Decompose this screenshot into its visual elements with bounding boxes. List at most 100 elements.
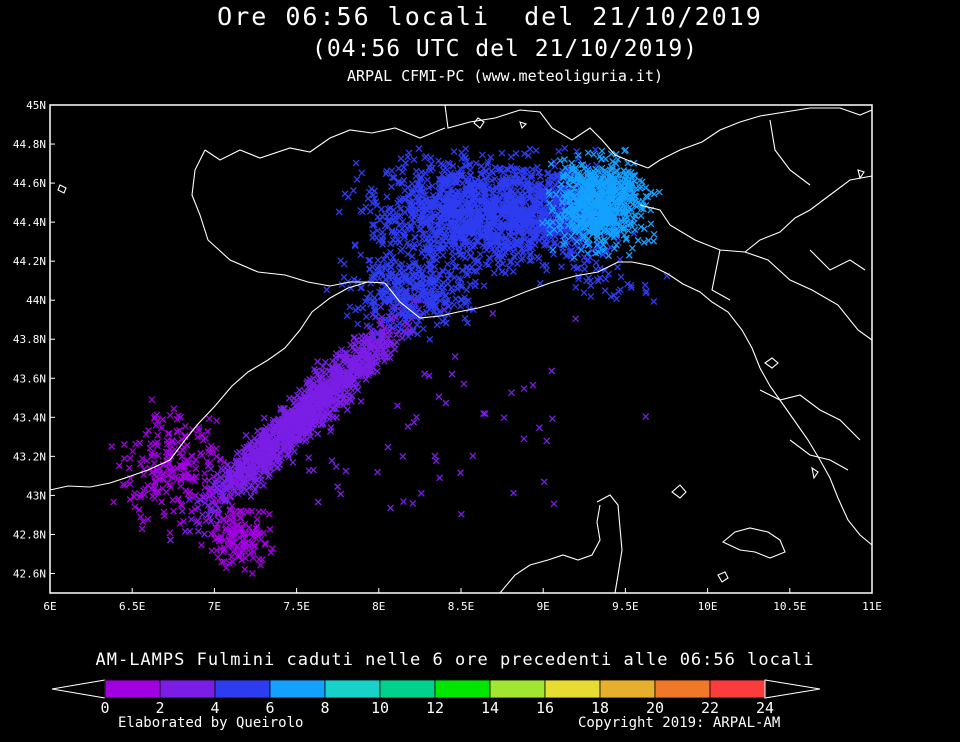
- strike-marker: [189, 476, 197, 484]
- lon-tick-label: 8.5E: [448, 600, 475, 613]
- strike-marker: [617, 273, 625, 281]
- strike-marker: [572, 315, 580, 323]
- strike-marker: [202, 517, 210, 525]
- legend-tick-label: 0: [100, 699, 109, 717]
- strike-marker: [386, 327, 394, 335]
- strike-marker: [345, 380, 353, 388]
- strike-marker: [343, 312, 351, 320]
- strike-marker: [587, 282, 595, 290]
- strike-marker: [244, 507, 252, 515]
- strike-marker: [437, 160, 445, 168]
- strike-marker: [152, 422, 160, 429]
- strike-marker: [642, 413, 650, 421]
- strike-marker: [316, 413, 324, 421]
- strike-marker: [233, 543, 241, 551]
- strike-marker: [601, 287, 609, 295]
- strike-marker: [228, 502, 236, 510]
- strike-marker: [469, 452, 477, 460]
- strike-marker: [137, 460, 145, 468]
- strike-marker: [489, 309, 497, 317]
- strike-marker: [309, 382, 317, 389]
- strike-marker: [259, 443, 267, 451]
- strike-marker: [560, 156, 568, 163]
- lon-tick-label: 11E: [862, 600, 882, 613]
- strike-marker: [154, 417, 161, 425]
- strike-marker: [229, 558, 237, 566]
- strike-marker: [533, 163, 541, 171]
- strike-marker: [561, 144, 569, 152]
- strike-marker: [151, 477, 159, 485]
- legend-tick-label: 14: [481, 699, 499, 717]
- strike-marker: [241, 459, 249, 467]
- title-utc-time: (04:56 UTC del 21/10/2019): [311, 36, 699, 62]
- strike-marker: [180, 473, 188, 481]
- strike-marker: [507, 153, 515, 161]
- strike-marker: [386, 204, 394, 212]
- strike-marker: [130, 493, 138, 501]
- strike-marker: [317, 421, 325, 429]
- lat-tick-label: 42.8N: [13, 528, 46, 541]
- strike-marker: [598, 147, 606, 155]
- strike-marker: [253, 515, 261, 523]
- strike-marker: [512, 149, 520, 157]
- strike-marker: [418, 235, 426, 243]
- strike-marker: [201, 469, 209, 477]
- strike-marker: [245, 541, 253, 549]
- strike-marker: [159, 416, 167, 423]
- strike-marker: [433, 321, 441, 329]
- strike-marker: [410, 156, 418, 164]
- strike-marker: [388, 167, 396, 175]
- strike-marker: [167, 484, 175, 491]
- strike-marker: [383, 193, 391, 201]
- legend-color-box: [104, 679, 161, 699]
- strike-marker: [498, 149, 506, 157]
- strike-marker: [572, 283, 580, 291]
- strike-marker: [305, 399, 313, 407]
- strike-marker: [299, 416, 307, 424]
- strike-marker: [177, 500, 185, 508]
- coastline-segment: [721, 527, 786, 559]
- strike-marker: [210, 473, 217, 481]
- strike-marker: [519, 172, 526, 180]
- strike-marker: [219, 516, 227, 524]
- strike-marker: [285, 453, 293, 461]
- strike-marker: [350, 365, 358, 372]
- strike-marker: [287, 417, 295, 425]
- strike-marker: [592, 259, 600, 267]
- strike-marker: [388, 183, 396, 191]
- strike-marker: [625, 251, 633, 259]
- strike-marker: [535, 424, 543, 432]
- strike-marker: [255, 529, 263, 537]
- strike-marker: [373, 360, 381, 368]
- strike-marker: [149, 492, 157, 500]
- title-local-time: Ore 06:56 locali del 21/10/2019: [217, 2, 763, 31]
- strike-marker: [264, 467, 272, 475]
- strike-marker: [164, 479, 172, 486]
- strike-marker: [251, 466, 259, 474]
- strike-marker: [409, 277, 417, 285]
- strike-marker: [281, 405, 289, 412]
- strike-marker: [405, 149, 413, 157]
- strike-marker: [247, 455, 255, 463]
- strike-marker: [311, 393, 319, 400]
- strike-marker: [151, 478, 159, 486]
- strike-marker: [359, 304, 367, 312]
- strike-marker: [331, 377, 339, 385]
- strike-marker: [181, 528, 189, 535]
- strike-marker: [319, 362, 327, 370]
- strike-marker: [316, 407, 324, 415]
- strike-marker: [325, 415, 333, 423]
- strike-marker: [195, 426, 203, 434]
- strike-marker: [219, 480, 227, 488]
- strike-marker: [647, 220, 655, 228]
- strike-marker: [376, 216, 384, 224]
- strike-marker: [239, 509, 247, 517]
- strike-marker: [350, 346, 358, 354]
- lat-tick-label: 42.6N: [13, 567, 46, 580]
- strike-marker: [341, 190, 349, 198]
- coastline-segment: [717, 571, 729, 583]
- color-legend: 0 2 4 6 8 10 12 14 16 18 20 22 24: [51, 679, 821, 717]
- strike-marker: [250, 487, 258, 495]
- strike-marker: [641, 281, 649, 289]
- strike-marker: [321, 358, 329, 366]
